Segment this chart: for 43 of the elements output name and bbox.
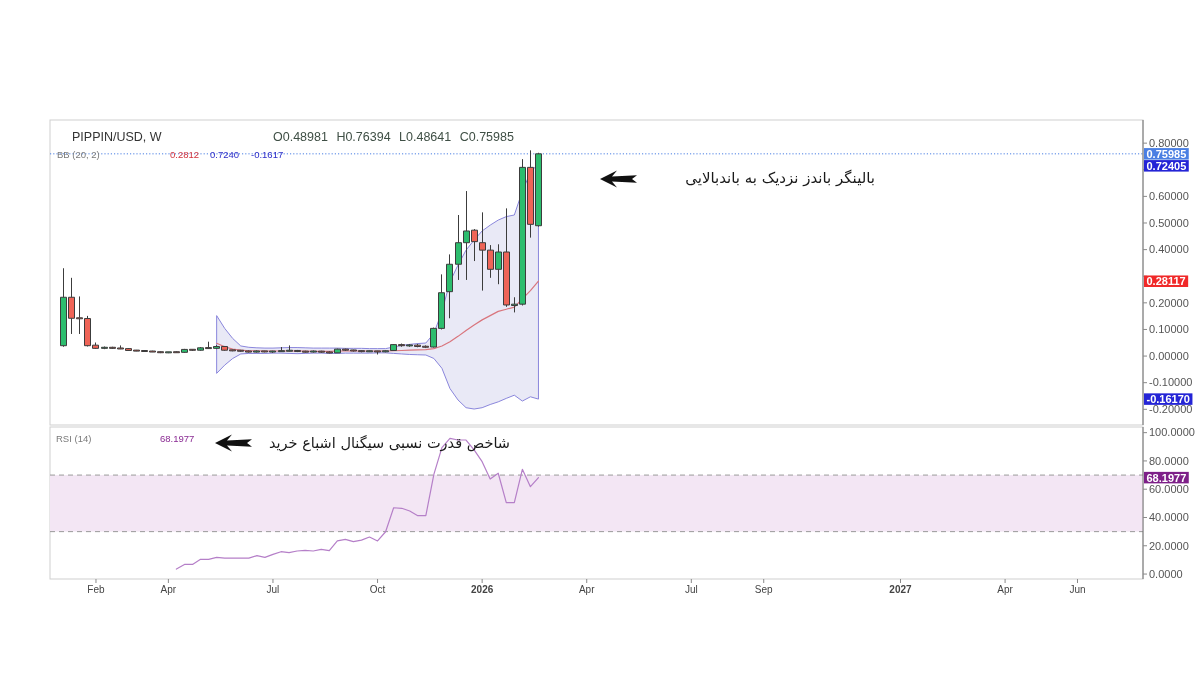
text: 0.28117 [1146,275,1186,288]
annotation: 0.2812 [170,149,200,160]
text: 0.72405 [1146,159,1187,172]
y-tick-label: 0.40000 [1149,243,1189,256]
x-tick-label: Jun [1069,584,1086,595]
y-tick-label: 0.20000 [1149,296,1189,309]
annotation: RSI (14) [56,433,92,444]
ref-line-label: 0.75985 [1146,147,1187,160]
y-tick-label: 100.0000 [1149,426,1195,439]
y-tick-label: 0.0000 [1149,567,1183,580]
x-tick-label: 2027 [889,584,913,595]
y-tick-label: 0.50000 [1149,216,1189,229]
x-tick-label: Apr [997,584,1014,595]
annotation: 68.1977 [160,433,195,444]
annotation: شاخص قدرت نسبی سیگنال اشباع خرید [268,435,510,452]
y-tick-label: 80.0000 [1149,454,1189,467]
y-tick-label: 60.0000 [1149,483,1189,496]
x-tick-label: Apr [578,584,596,595]
text: PIPPIN/USD, W [72,130,162,144]
annotation: -0.1617 [251,149,284,160]
x-tick-label: Sep [754,584,774,595]
y-tick-label: 0.80000 [1149,136,1189,149]
text: 68.1977 [1146,471,1187,484]
x-tick-label: Oct [369,584,386,595]
annotation: BB (20, 2) [57,149,100,160]
annotation: بالینگر باندز نزدیک به باندبالایی [685,169,875,187]
x-tick-label: Jul [684,584,698,595]
y-tick-label: 20.0000 [1149,539,1189,552]
y-tick-label: 0.00000 [1149,349,1189,362]
y-tick-label: 40.0000 [1149,511,1189,524]
line-series [216,280,540,352]
text: -0.16170 [1146,393,1190,405]
y-tick-label: 0.60000 [1149,190,1189,203]
y-tick-label: 0.10000 [1149,323,1189,336]
x-tick-label: Feb [87,584,106,595]
y-tick-label: -0.20000 [1149,403,1193,416]
annotation: 0.7240 [210,149,240,160]
x-tick-label: Jul [266,584,280,595]
x-tick-label: Apr [160,584,177,595]
annotation: O0.48981 H0.76394 L0.48641 C0.75985 [273,130,514,144]
candlestick [446,253,453,319]
x-tick-label: 2026 [471,584,494,595]
y-tick-label: -0.10000 [1149,376,1193,389]
